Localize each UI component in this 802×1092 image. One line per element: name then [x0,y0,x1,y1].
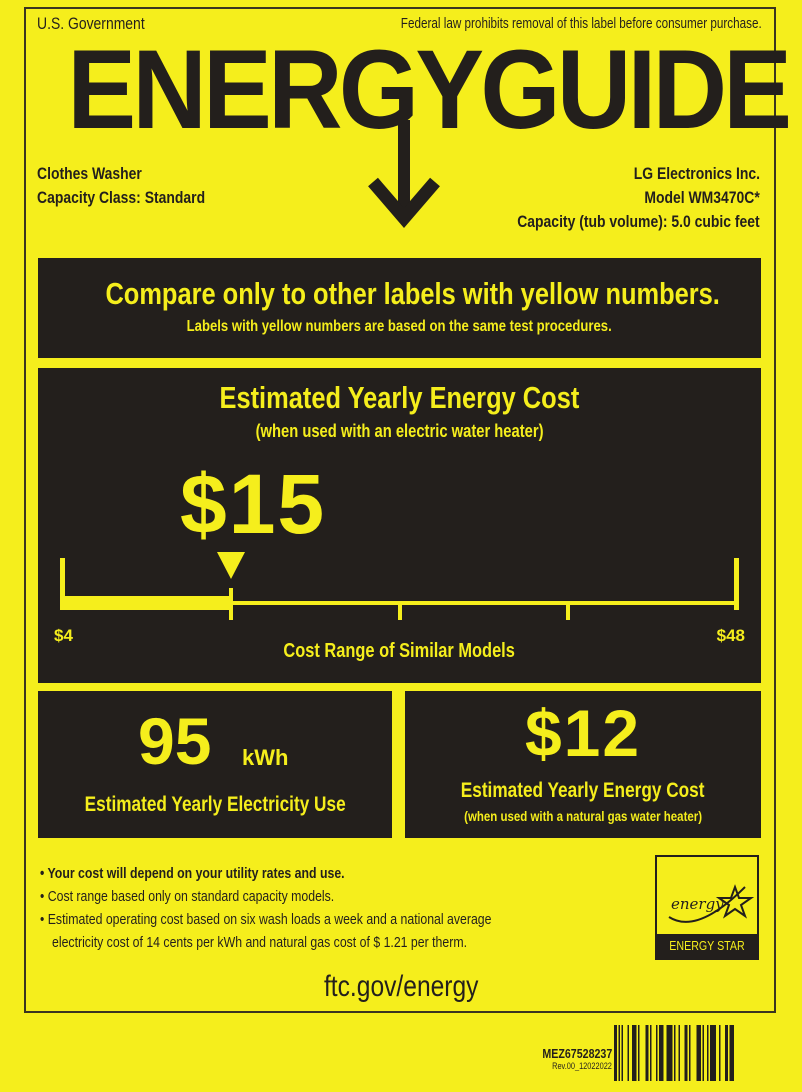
barcode [614,1025,734,1081]
product-right: LG Electronics Inc. Model WM3470C* Capac… [517,164,760,231]
notes: • Your cost will depend on your utility … [40,865,492,951]
pointer-triangle-icon [216,552,245,579]
range-max: $48 [716,626,745,645]
revision: Rev.00_12022022 [552,1061,612,1071]
scale-fill [62,596,231,610]
electricity-box: 95 kWh Estimated Yearly Electricity Use [38,691,392,838]
energy-star-logo: energy ENERGY STAR [655,855,759,960]
energyguide-title: ENERGYGUIDE [67,27,792,152]
scale-end-min [60,558,65,610]
cost-box: Estimated Yearly Energy Cost (when used … [38,368,761,683]
product-left: Clothes Washer Capacity Class: Standard [37,164,206,207]
scale-tick [566,603,571,620]
cost-range-scale [38,368,761,683]
gas-cost-value: $12 [524,696,642,770]
cost-value: $15 [180,457,327,551]
svg-text:energy: energy [671,895,724,913]
kwh-unit: kWh [242,745,289,770]
range-min: $4 [54,626,73,645]
gas-box: $12 Estimated Yearly Energy Cost (when u… [405,691,761,838]
gov-text: U.S. Government [37,14,145,33]
compare-box: Compare only to other labels with yellow… [38,258,761,358]
ftc-url[interactable]: ftc.gov/energy [323,970,479,1003]
energy-star-icon: energy [668,884,755,923]
scale-value-tick [228,588,233,620]
label-border [24,7,776,1013]
scale-end-max [734,558,739,610]
barcode-number: MEZ67528237 [542,1046,612,1061]
kwh-value: 95 [138,704,212,778]
arrow-down-icon [368,120,440,228]
scale-tick [397,603,402,620]
notice-text: Federal law prohibits removal of this la… [401,15,762,32]
